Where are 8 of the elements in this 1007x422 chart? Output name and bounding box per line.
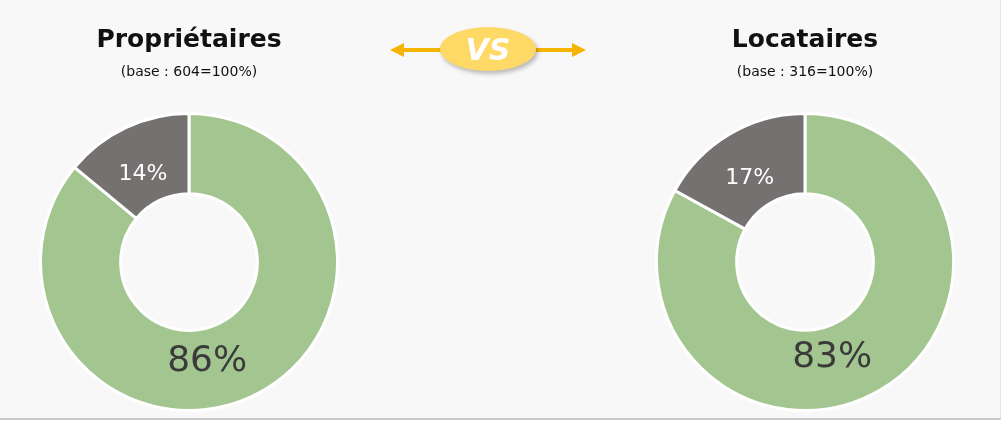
chart-subtitle: (base : 604=100%) xyxy=(119,63,259,79)
chart-title: Locataires xyxy=(730,24,880,53)
data-label: 14% xyxy=(118,159,168,185)
chart-subtitle: (base : 316=100%) xyxy=(735,63,875,79)
chart-title: Propriétaires xyxy=(95,24,283,53)
data-label: 86% xyxy=(167,338,248,380)
data-label: 17% xyxy=(725,164,775,190)
data-label: 83% xyxy=(792,333,873,375)
